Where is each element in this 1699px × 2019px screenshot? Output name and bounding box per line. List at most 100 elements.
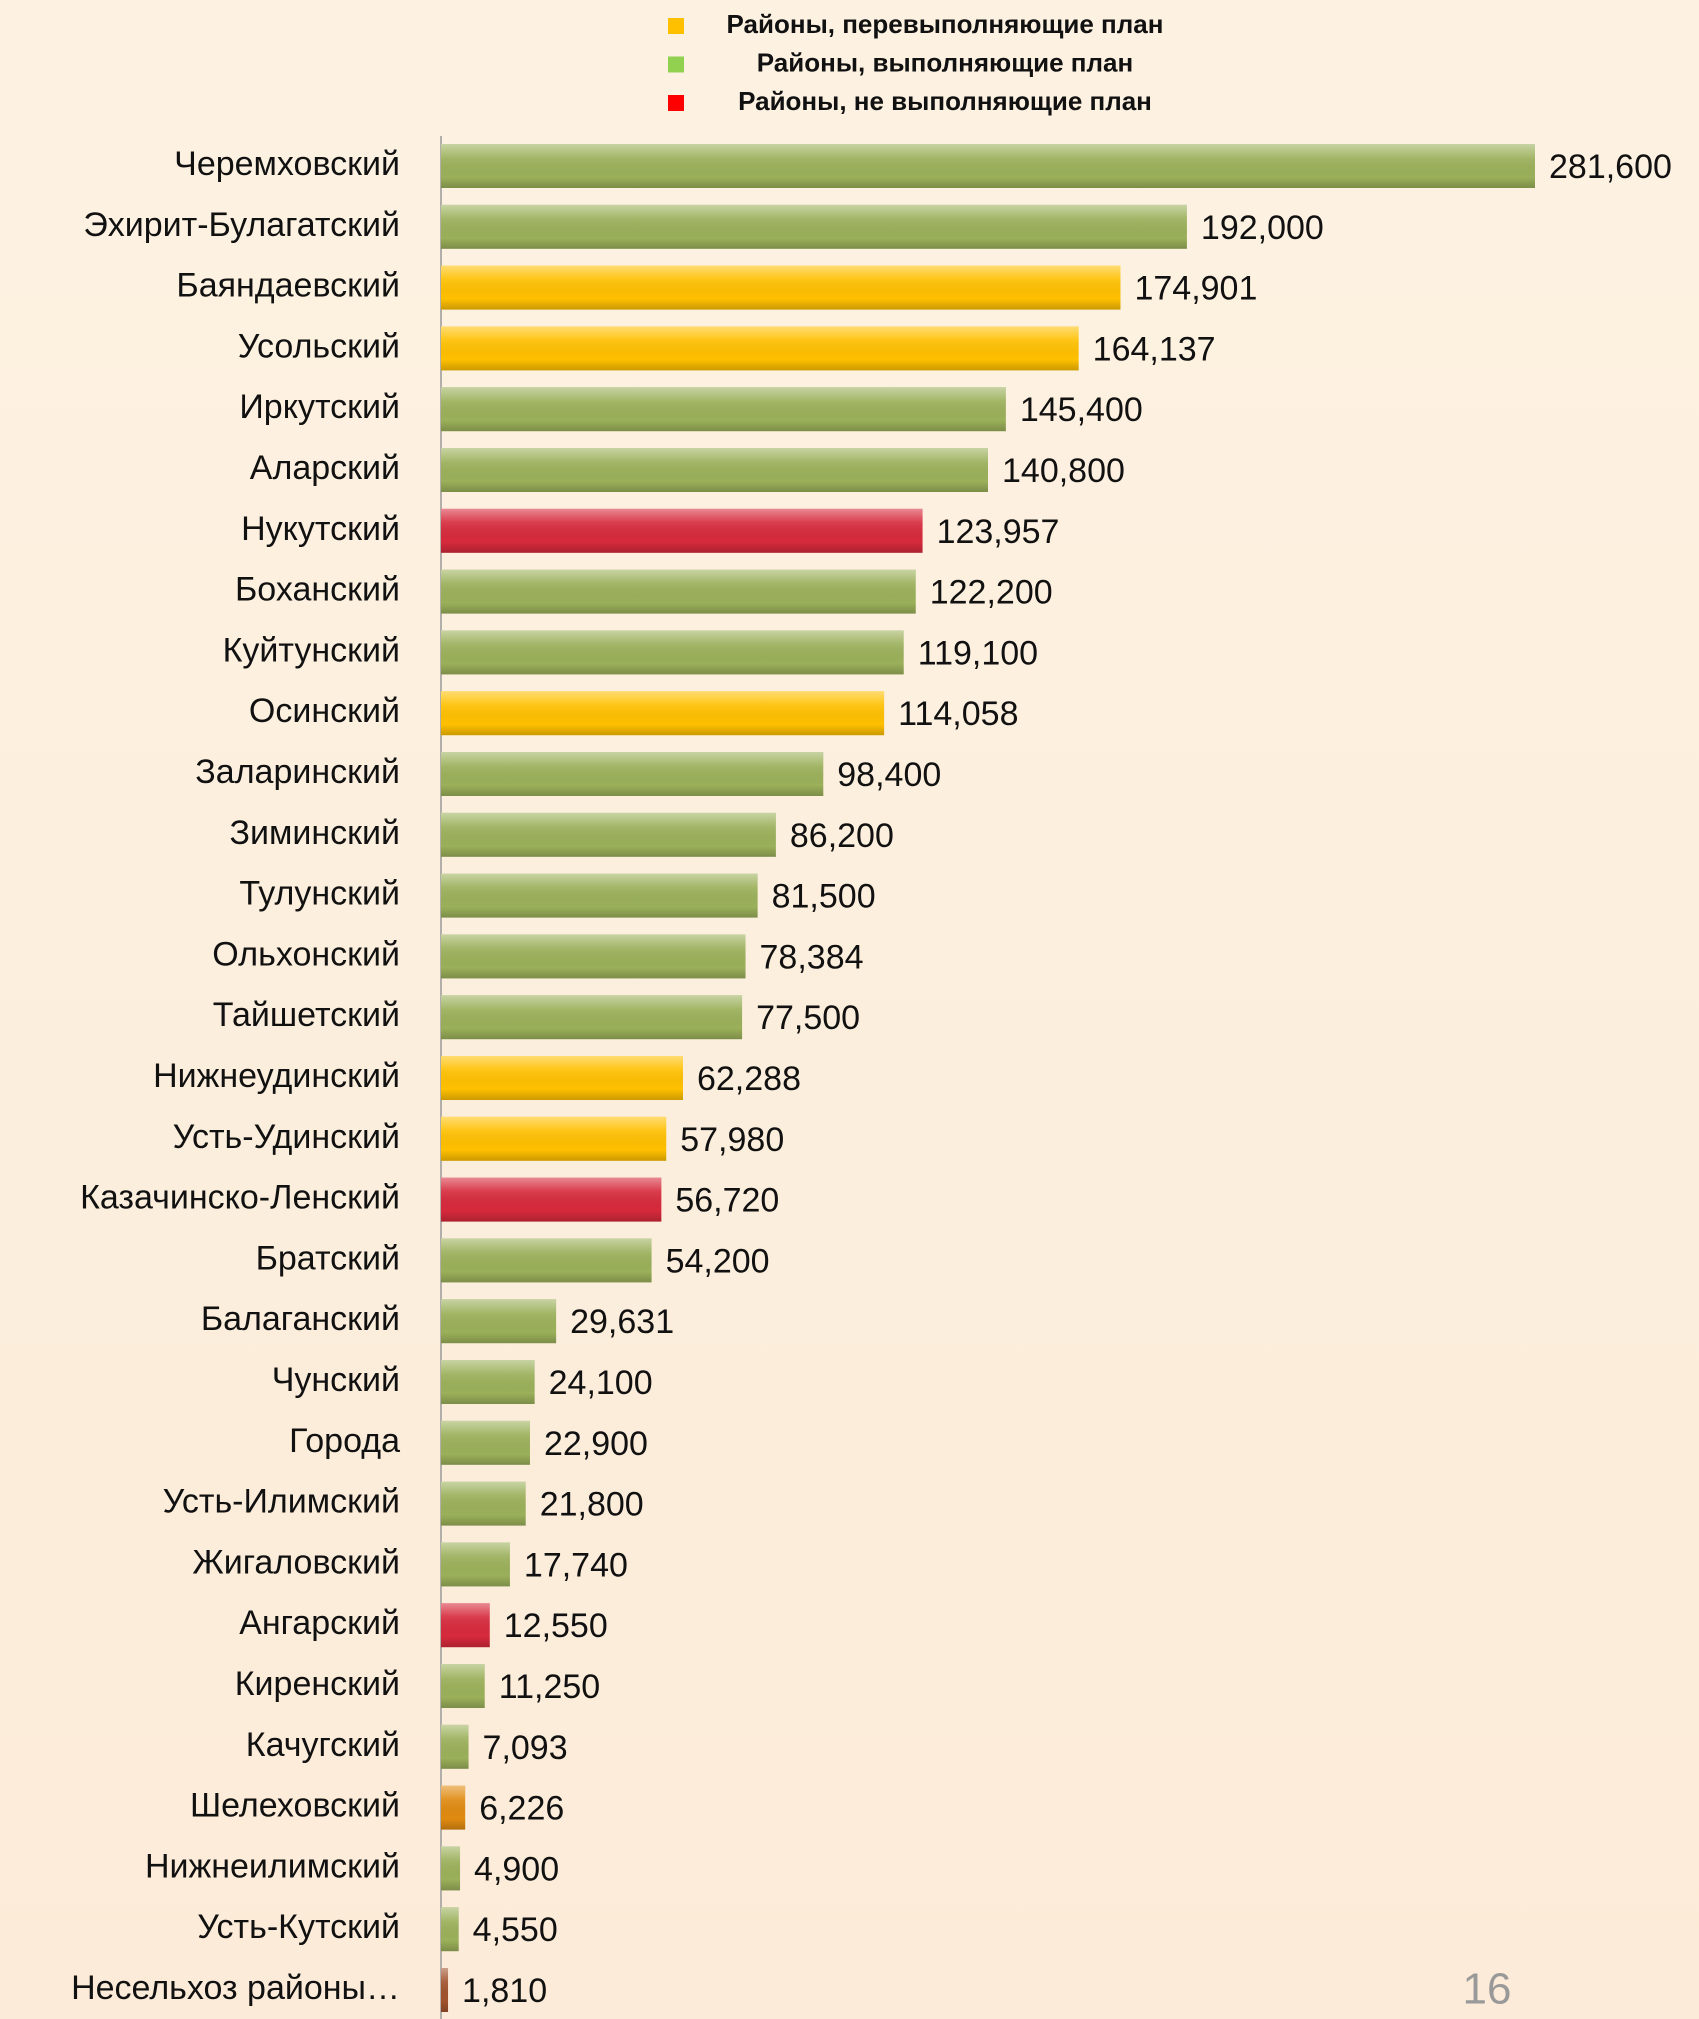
bar-shine bbox=[441, 934, 746, 979]
value-label: 119,100 bbox=[918, 634, 1038, 672]
value-label: 86,200 bbox=[790, 817, 894, 855]
bar-shine bbox=[441, 448, 988, 492]
category-label: Аларский bbox=[250, 449, 400, 487]
value-label: 77,500 bbox=[756, 999, 860, 1037]
value-label: 29,631 bbox=[570, 1303, 674, 1341]
bar-shine bbox=[441, 1116, 667, 1161]
category-label: Баяндаевский bbox=[176, 267, 400, 305]
bar-shine bbox=[441, 752, 824, 796]
value-label: 122,200 bbox=[930, 574, 1053, 612]
bar-shine bbox=[441, 265, 1121, 310]
value-label: 6,226 bbox=[479, 1790, 564, 1828]
value-label: 22,900 bbox=[544, 1425, 648, 1463]
category-label: Несельхоз районы… bbox=[71, 1969, 400, 2007]
value-label: 54,200 bbox=[666, 1242, 770, 1280]
value-label: 114,058 bbox=[898, 695, 1018, 733]
category-label: Зиминский bbox=[229, 814, 400, 852]
value-label: 174,901 bbox=[1134, 270, 1257, 308]
value-label: 4,550 bbox=[473, 1911, 558, 1949]
category-label: Братский bbox=[256, 1239, 400, 1277]
category-label: Казачинско-Ленский bbox=[80, 1179, 400, 1217]
value-label: 7,093 bbox=[483, 1729, 568, 1767]
category-label: Усть-Кутский bbox=[197, 1908, 400, 1946]
bar-shine bbox=[441, 1177, 662, 1222]
legend-swatch bbox=[668, 56, 684, 73]
category-label: Заларинский bbox=[195, 753, 400, 791]
bar-shine bbox=[441, 1056, 683, 1100]
bar-shine bbox=[441, 569, 916, 614]
category-label: Ангарский bbox=[239, 1604, 400, 1642]
bar-shine bbox=[441, 387, 1006, 432]
value-label: 12,550 bbox=[504, 1607, 608, 1645]
value-label: 81,500 bbox=[772, 878, 876, 916]
legend-label: Районы, перевыполняющие план bbox=[727, 9, 1164, 39]
category-label: Нижнеилимский bbox=[145, 1847, 400, 1885]
bar-shine bbox=[441, 1664, 485, 1708]
bar-shine bbox=[441, 1299, 557, 1344]
bar-shine bbox=[441, 1360, 535, 1404]
category-label: Города bbox=[289, 1422, 400, 1460]
bar-shine bbox=[441, 1785, 466, 1830]
bar-shine bbox=[441, 1968, 449, 2012]
category-label: Нукутский bbox=[241, 510, 400, 548]
bar-shine bbox=[441, 1724, 469, 1769]
value-label: 123,957 bbox=[937, 513, 1060, 551]
bar-shine bbox=[441, 1238, 652, 1283]
legend-label: Районы, не выполняющие план bbox=[738, 86, 1152, 116]
bar-shine bbox=[441, 508, 923, 553]
category-label: Тайшетский bbox=[213, 996, 400, 1034]
category-label: Иркутский bbox=[239, 388, 400, 426]
category-label: Нижнеудинский bbox=[153, 1057, 400, 1095]
bar-shine bbox=[441, 1481, 526, 1526]
category-label: Осинский bbox=[249, 692, 400, 730]
category-label: Эхирит-Булагатский bbox=[83, 206, 400, 244]
bar-shine bbox=[441, 691, 885, 736]
category-label: Киренский bbox=[235, 1665, 400, 1703]
legend-swatch bbox=[668, 18, 684, 34]
bar-shine bbox=[441, 1603, 490, 1648]
value-label: 24,100 bbox=[549, 1364, 653, 1402]
value-label: 57,980 bbox=[680, 1121, 784, 1159]
page-number: 16 bbox=[1463, 1965, 1512, 2014]
value-label: 1,810 bbox=[462, 1972, 547, 2010]
value-label: 140,800 bbox=[1002, 452, 1125, 490]
value-label: 21,800 bbox=[540, 1486, 644, 1524]
value-label: 192,000 bbox=[1201, 209, 1324, 247]
value-label: 11,250 bbox=[499, 1668, 600, 1706]
category-label: Боханский bbox=[235, 571, 400, 609]
bar-shine bbox=[441, 326, 1079, 371]
category-label: Куйтунский bbox=[223, 631, 400, 669]
category-label: Балаганский bbox=[201, 1300, 400, 1338]
value-label: 78,384 bbox=[760, 938, 864, 976]
category-label: Чунский bbox=[272, 1361, 400, 1399]
legend-swatch bbox=[668, 95, 684, 111]
bar-shine bbox=[441, 144, 1535, 188]
category-label: Тулунский bbox=[239, 875, 400, 913]
bar-shine bbox=[441, 204, 1187, 249]
category-label: Жигаловский bbox=[192, 1543, 400, 1581]
category-label: Качугский bbox=[246, 1726, 400, 1764]
bar-shine bbox=[441, 1420, 530, 1465]
bar-shine bbox=[441, 812, 776, 857]
bar-shine bbox=[441, 873, 758, 918]
category-label: Усольский bbox=[238, 327, 400, 365]
category-label: Усть-Илимский bbox=[163, 1483, 400, 1521]
bar-shine bbox=[441, 1542, 510, 1587]
bar-shine bbox=[441, 1907, 459, 1952]
value-label: 164,137 bbox=[1093, 330, 1216, 368]
value-label: 56,720 bbox=[675, 1182, 779, 1220]
value-label: 145,400 bbox=[1020, 391, 1143, 429]
bar-shine bbox=[441, 995, 743, 1040]
value-label: 17,740 bbox=[524, 1546, 628, 1584]
category-label: Ольхонский bbox=[212, 935, 400, 973]
category-label: Черемховский bbox=[174, 145, 400, 183]
value-label: 4,900 bbox=[474, 1850, 559, 1888]
category-label: Усть-Удинский bbox=[173, 1118, 400, 1156]
legend-label: Районы, выполняющие план bbox=[757, 47, 1133, 77]
value-label: 62,288 bbox=[697, 1060, 801, 1098]
value-label: 281,600 bbox=[1549, 148, 1672, 186]
bar-shine bbox=[441, 1846, 461, 1891]
value-label: 98,400 bbox=[837, 756, 941, 794]
